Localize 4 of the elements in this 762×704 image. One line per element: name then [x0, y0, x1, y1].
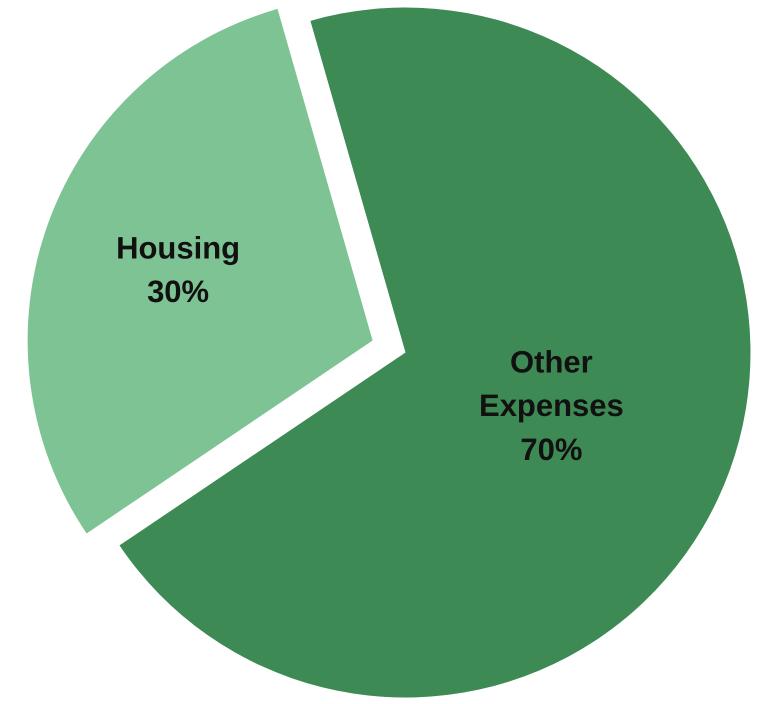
slice-label: Other Expenses	[479, 344, 624, 424]
slice-label: Housing	[116, 230, 240, 266]
data-label: 70%	[520, 432, 582, 467]
data-label: 30%	[147, 274, 210, 310]
